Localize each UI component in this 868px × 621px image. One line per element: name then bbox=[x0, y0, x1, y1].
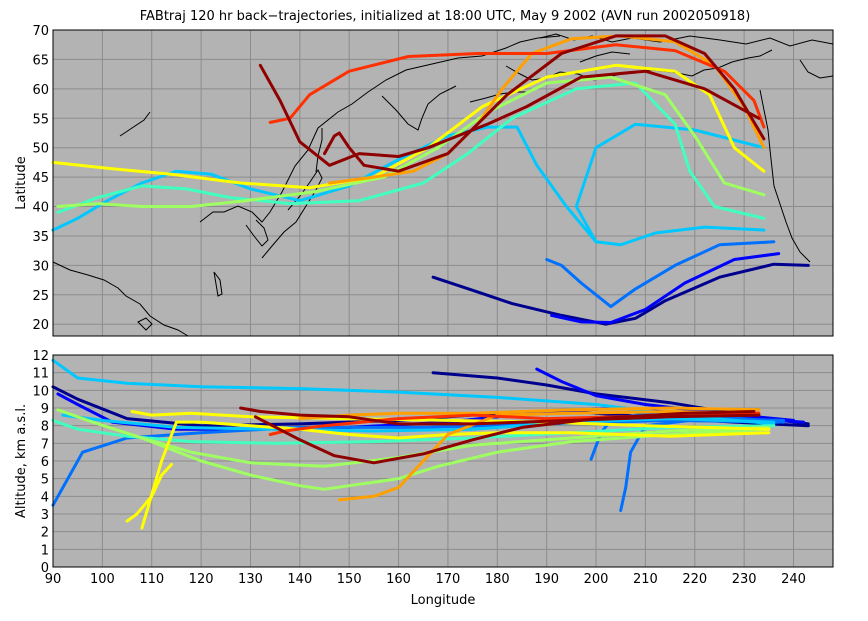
altitude-x-axis-label: Longitude bbox=[411, 593, 476, 608]
altitude-trajectory-line bbox=[253, 410, 756, 465]
coastline-korea-peninsula bbox=[245, 219, 269, 247]
y-tick-label: 60 bbox=[32, 83, 49, 98]
map-trajectory-line bbox=[574, 122, 766, 247]
x-tick-label: 160 bbox=[386, 572, 411, 587]
x-tick-label: 220 bbox=[682, 572, 707, 587]
altitude-trajectory-line bbox=[337, 410, 761, 502]
y-tick-label: 2 bbox=[41, 526, 49, 541]
y-tick-label: 50 bbox=[32, 142, 49, 157]
y-tick-label: 8 bbox=[41, 420, 49, 435]
altitude-trajectory-line bbox=[140, 427, 771, 491]
altitude-trajectory-line bbox=[239, 406, 761, 426]
y-tick-label: 65 bbox=[32, 53, 49, 68]
coastline-asia-east bbox=[52, 261, 189, 337]
y-tick-label: 3 bbox=[41, 508, 49, 523]
x-tick-label: 100 bbox=[90, 572, 115, 587]
map-y-axis-label: Latitude bbox=[14, 156, 29, 210]
y-tick-label: 0 bbox=[41, 561, 49, 576]
x-tick-label: 190 bbox=[534, 572, 559, 587]
coastline-hudson-inner bbox=[799, 59, 834, 79]
island-sakhalin-north bbox=[119, 111, 151, 137]
map-trajectory-line bbox=[51, 63, 766, 190]
map-frame bbox=[52, 29, 834, 337]
x-tick-label: 130 bbox=[238, 572, 263, 587]
map-trajectory-line bbox=[545, 240, 776, 309]
altitude-trajectory-line bbox=[140, 420, 771, 530]
altitude-trajectory-line bbox=[298, 406, 761, 421]
x-tick-label: 110 bbox=[139, 572, 164, 587]
altitude-trajectory-line bbox=[56, 408, 771, 468]
island-taiwan bbox=[213, 271, 223, 297]
altitude-x-ticks: 90 100 110 120 130 140 150 160 170 180 190 200 210 22… bbox=[45, 572, 806, 587]
y-tick-label: 35 bbox=[32, 230, 49, 245]
y-tick-label: 11 bbox=[32, 367, 49, 382]
island-hainan bbox=[137, 317, 153, 331]
map-trajectory-line bbox=[56, 81, 766, 220]
y-tick-label: 9 bbox=[41, 402, 49, 417]
altitude-trajectory-line bbox=[51, 418, 776, 445]
x-tick-label: 210 bbox=[633, 572, 658, 587]
y-tick-label: 10 bbox=[32, 384, 49, 399]
y-tick-label: 1 bbox=[41, 543, 49, 558]
altitude-trajectory-line bbox=[130, 410, 771, 431]
x-tick-label: 150 bbox=[337, 572, 362, 587]
map-trajectory-line bbox=[323, 34, 766, 173]
altitude-trajectory-line bbox=[125, 463, 173, 523]
y-tick-label: 40 bbox=[32, 201, 49, 216]
y-tick-label: 7 bbox=[41, 437, 49, 452]
y-tick-label: 12 bbox=[32, 349, 49, 364]
map-trajectory-line bbox=[56, 75, 766, 208]
y-tick-label: 20 bbox=[32, 318, 49, 333]
island-alaska-north bbox=[579, 51, 631, 63]
figure-title: FABtraj 120 hr back−trajectories, initia… bbox=[140, 9, 751, 24]
coastline-north-america bbox=[759, 89, 811, 263]
map-trajectory-line bbox=[431, 262, 810, 326]
x-tick-label: 90 bbox=[45, 572, 62, 587]
map-y-ticks: 20 25 30 35 40 45 50 55 60 65 70 bbox=[32, 24, 49, 333]
x-tick-label: 140 bbox=[287, 572, 312, 587]
map-trajectories bbox=[51, 34, 810, 326]
y-tick-label: 45 bbox=[32, 171, 49, 186]
y-tick-label: 25 bbox=[32, 289, 49, 304]
y-tick-label: 70 bbox=[32, 24, 49, 39]
map-plot-area bbox=[53, 30, 833, 336]
altitude-trajectories bbox=[51, 358, 810, 530]
map-trajectory-line bbox=[268, 43, 766, 129]
y-tick-label: 6 bbox=[41, 455, 49, 470]
y-tick-label: 4 bbox=[41, 490, 49, 505]
y-tick-label: 5 bbox=[41, 473, 49, 488]
x-tick-label: 240 bbox=[781, 572, 806, 587]
x-tick-label: 200 bbox=[584, 572, 609, 587]
map-panel: 20 25 30 35 40 45 50 55 60 65 70 Latitude bbox=[14, 24, 834, 337]
x-tick-label: 180 bbox=[485, 572, 510, 587]
altitude-frame bbox=[52, 354, 834, 568]
x-tick-label: 120 bbox=[189, 572, 214, 587]
altitude-trajectory-line bbox=[61, 413, 776, 433]
y-tick-label: 30 bbox=[32, 259, 49, 274]
altitude-y-axis-label: Altitude, km a.s.l. bbox=[14, 404, 29, 518]
map-trajectory-line bbox=[258, 63, 761, 167]
x-tick-label: 230 bbox=[732, 572, 757, 587]
coastline-kamchatka bbox=[381, 85, 457, 131]
coastline-sakhalin bbox=[315, 128, 323, 173]
y-tick-label: 55 bbox=[32, 112, 49, 127]
map-trajectory-line bbox=[550, 252, 781, 324]
x-tick-label: 170 bbox=[436, 572, 461, 587]
